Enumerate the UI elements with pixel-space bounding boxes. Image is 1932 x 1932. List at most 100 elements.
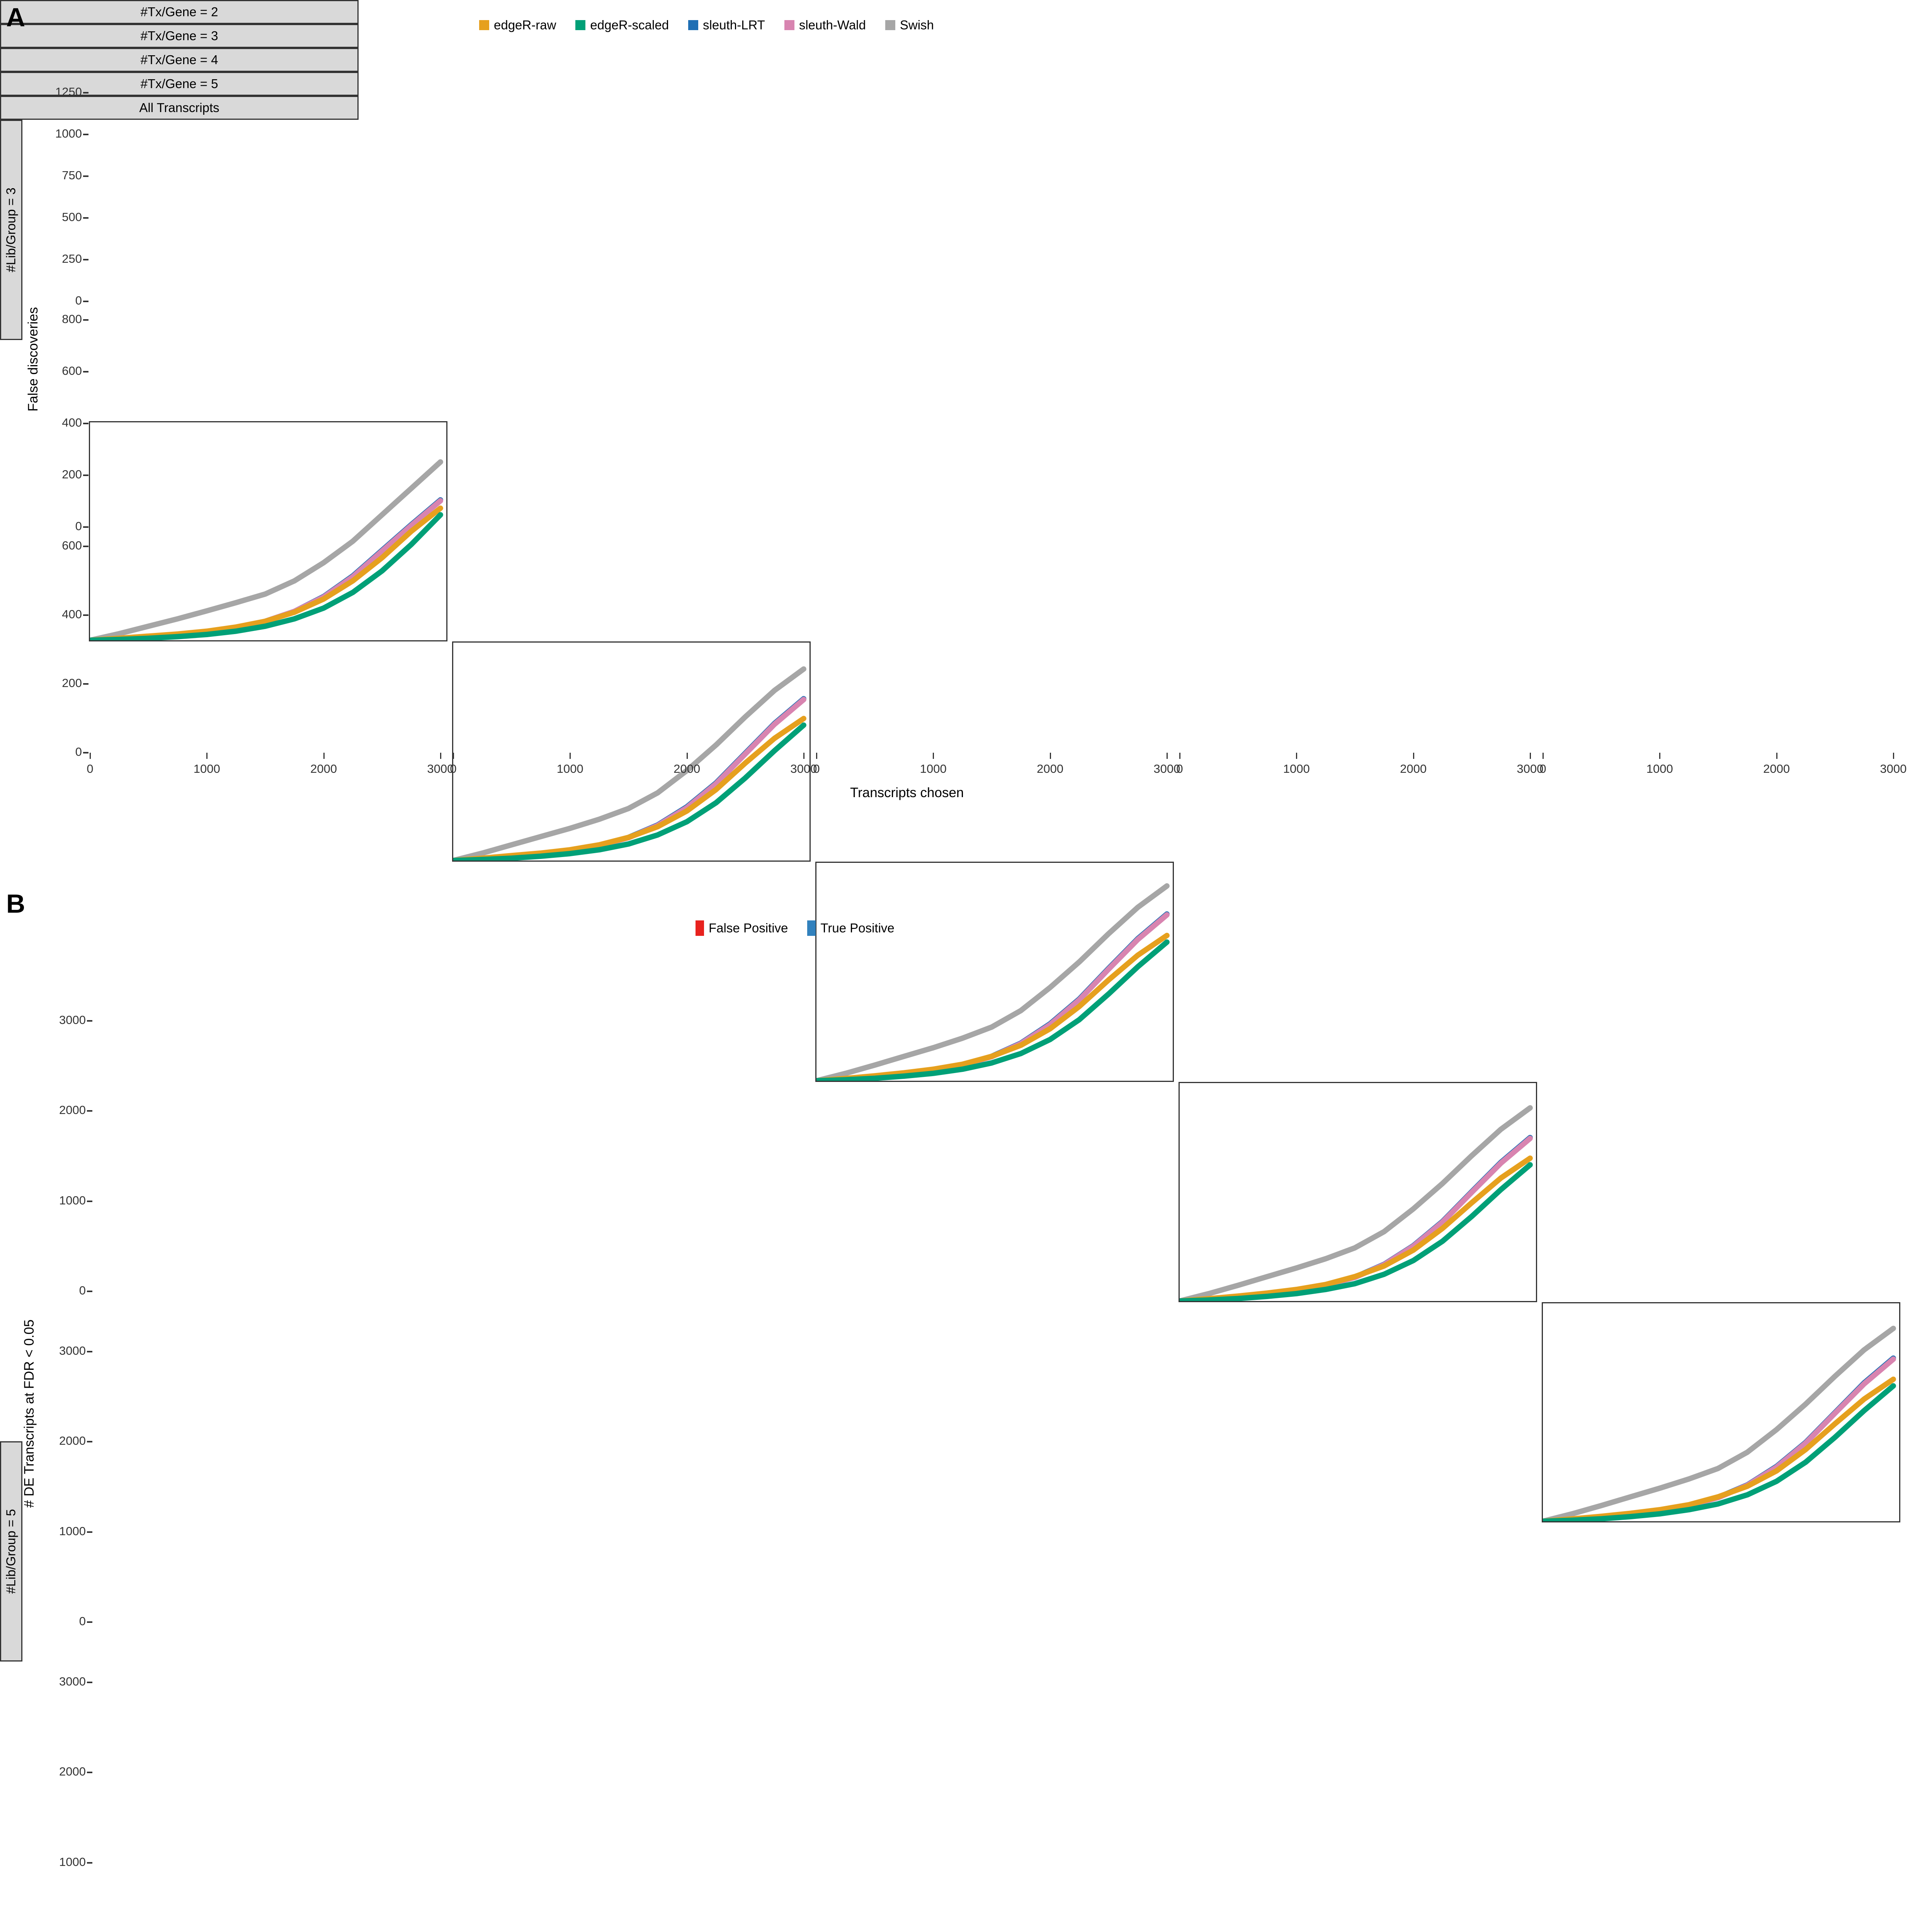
y-tick-label: 2000 [59,1103,86,1117]
col-strip-1: #Tx/Gene = 3 [0,24,359,48]
x-tick-label: 2000 [1037,762,1064,776]
legend-swatch-false-positive [696,920,704,936]
y-tick-label: 0 [75,519,82,533]
x-tick-mark [1776,753,1777,759]
x-tick-label: 3000 [1880,762,1907,776]
y-axis-title-b: # DE Transcripts at FDR < 0.05 [22,1319,37,1508]
x-tick-mark [933,753,934,759]
x-tick-label: 0 [87,762,94,776]
y-tick-label: 600 [62,364,82,378]
y-tick-label: 3000 [59,1013,86,1027]
legend-item: edgeR-scaled [575,18,669,32]
y-tick-label: 500 [62,210,82,224]
x-tick-mark [453,753,454,759]
y-tick-mark [83,614,88,616]
legend-swatch-sleuth-lrt [688,20,699,30]
y-tick-label: 200 [62,467,82,481]
x-tick-label: 1000 [1283,762,1310,776]
y-tick-mark [87,1772,92,1774]
legend-label: False Positive [709,921,788,935]
legend-label: sleuth-Wald [799,18,866,32]
x-tick-label: 3000 [1517,762,1544,776]
facet-cell-a-0-3 [1179,1082,1537,1302]
legend-label: sleuth-LRT [703,18,765,32]
legend-label: edgeR-raw [494,18,556,32]
y-tick-label: 400 [62,607,82,621]
x-tick-mark [1529,753,1531,759]
x-tick-label: 0 [813,762,820,776]
row-strip-label: #Lib/Group = 5 [4,1509,18,1594]
y-axis-title-a: False discoveries [26,307,41,412]
y-tick-mark [87,1682,92,1683]
y-tick-mark [83,92,88,94]
panel-b-letter: B [6,889,26,918]
row-strip-0: #Lib/Group = 3 [0,120,22,340]
x-tick-mark [1296,753,1298,759]
facet-cell-a-0-0 [89,421,447,641]
facet-cell-a-0-4 [1542,1302,1900,1522]
y-tick-mark [83,259,88,261]
y-tick-label: 0 [75,294,82,307]
y-tick-mark [83,683,88,685]
x-tick-mark [1413,753,1414,759]
y-tick-mark [83,301,88,302]
y-tick-mark [83,422,88,424]
legend-label: Swish [900,18,934,32]
panel-a-letter: A [6,3,26,32]
x-tick-label: 3000 [790,762,817,776]
legend-item: True Positive [807,920,895,936]
x-tick-mark [1049,753,1051,759]
legend-label: True Positive [820,921,895,935]
x-tick-mark [1543,753,1544,759]
y-tick-label: 0 [75,745,82,759]
x-tick-label: 0 [1539,762,1546,776]
panel-b-legend: False Positive True Positive [696,920,908,936]
y-tick-label: 1000 [59,1855,86,1869]
x-tick-label: 1000 [556,762,583,776]
legend-swatch-edger-scaled [575,20,586,30]
legend-swatch-swish [885,20,895,30]
row-strip-1: #Lib/Group = 5 [0,1441,22,1662]
y-tick-mark [87,1110,92,1112]
y-tick-mark [87,1531,92,1533]
y-tick-label: 250 [62,252,82,266]
y-tick-label: 1000 [55,127,82,141]
y-tick-mark [83,319,88,321]
x-tick-mark [1166,753,1168,759]
y-tick-mark [87,1351,92,1352]
x-tick-mark [440,753,441,759]
x-tick-mark [90,753,91,759]
y-tick-mark [87,1621,92,1623]
legend-item: Swish [885,18,934,32]
y-tick-label: 2000 [59,1434,86,1448]
legend-swatch-true-positive [807,920,816,936]
x-tick-label: 3000 [1153,762,1180,776]
y-tick-mark [83,526,88,528]
facet-cell-a-0-2 [815,862,1174,1082]
y-tick-mark [87,1291,92,1292]
x-tick-mark [323,753,325,759]
y-tick-label: 1000 [59,1524,86,1538]
x-tick-label: 2000 [310,762,337,776]
x-tick-mark [686,753,688,759]
legend-swatch-sleuth-wald [784,20,794,30]
x-tick-mark [1659,753,1661,759]
x-tick-label: 1000 [1646,762,1673,776]
x-tick-label: 2000 [1763,762,1790,776]
y-tick-mark [87,1020,92,1022]
x-tick-mark [1893,753,1894,759]
col-strip-4: All Transcripts [0,96,359,120]
x-tick-label: 1000 [920,762,947,776]
col-strip-2: #Tx/Gene = 4 [0,48,359,72]
col-strip-0: #Tx/Gene = 2 [0,0,359,24]
y-tick-mark [83,752,88,753]
row-strip-label: #Lib/Group = 3 [4,187,18,272]
legend-item: sleuth-Wald [784,18,866,32]
x-axis-title-a: Transcripts chosen [850,785,964,800]
y-tick-mark [83,371,88,372]
y-tick-mark [83,175,88,177]
y-tick-label: 0 [79,1284,86,1297]
y-tick-label: 1250 [55,85,82,99]
x-tick-label: 2000 [1400,762,1427,776]
